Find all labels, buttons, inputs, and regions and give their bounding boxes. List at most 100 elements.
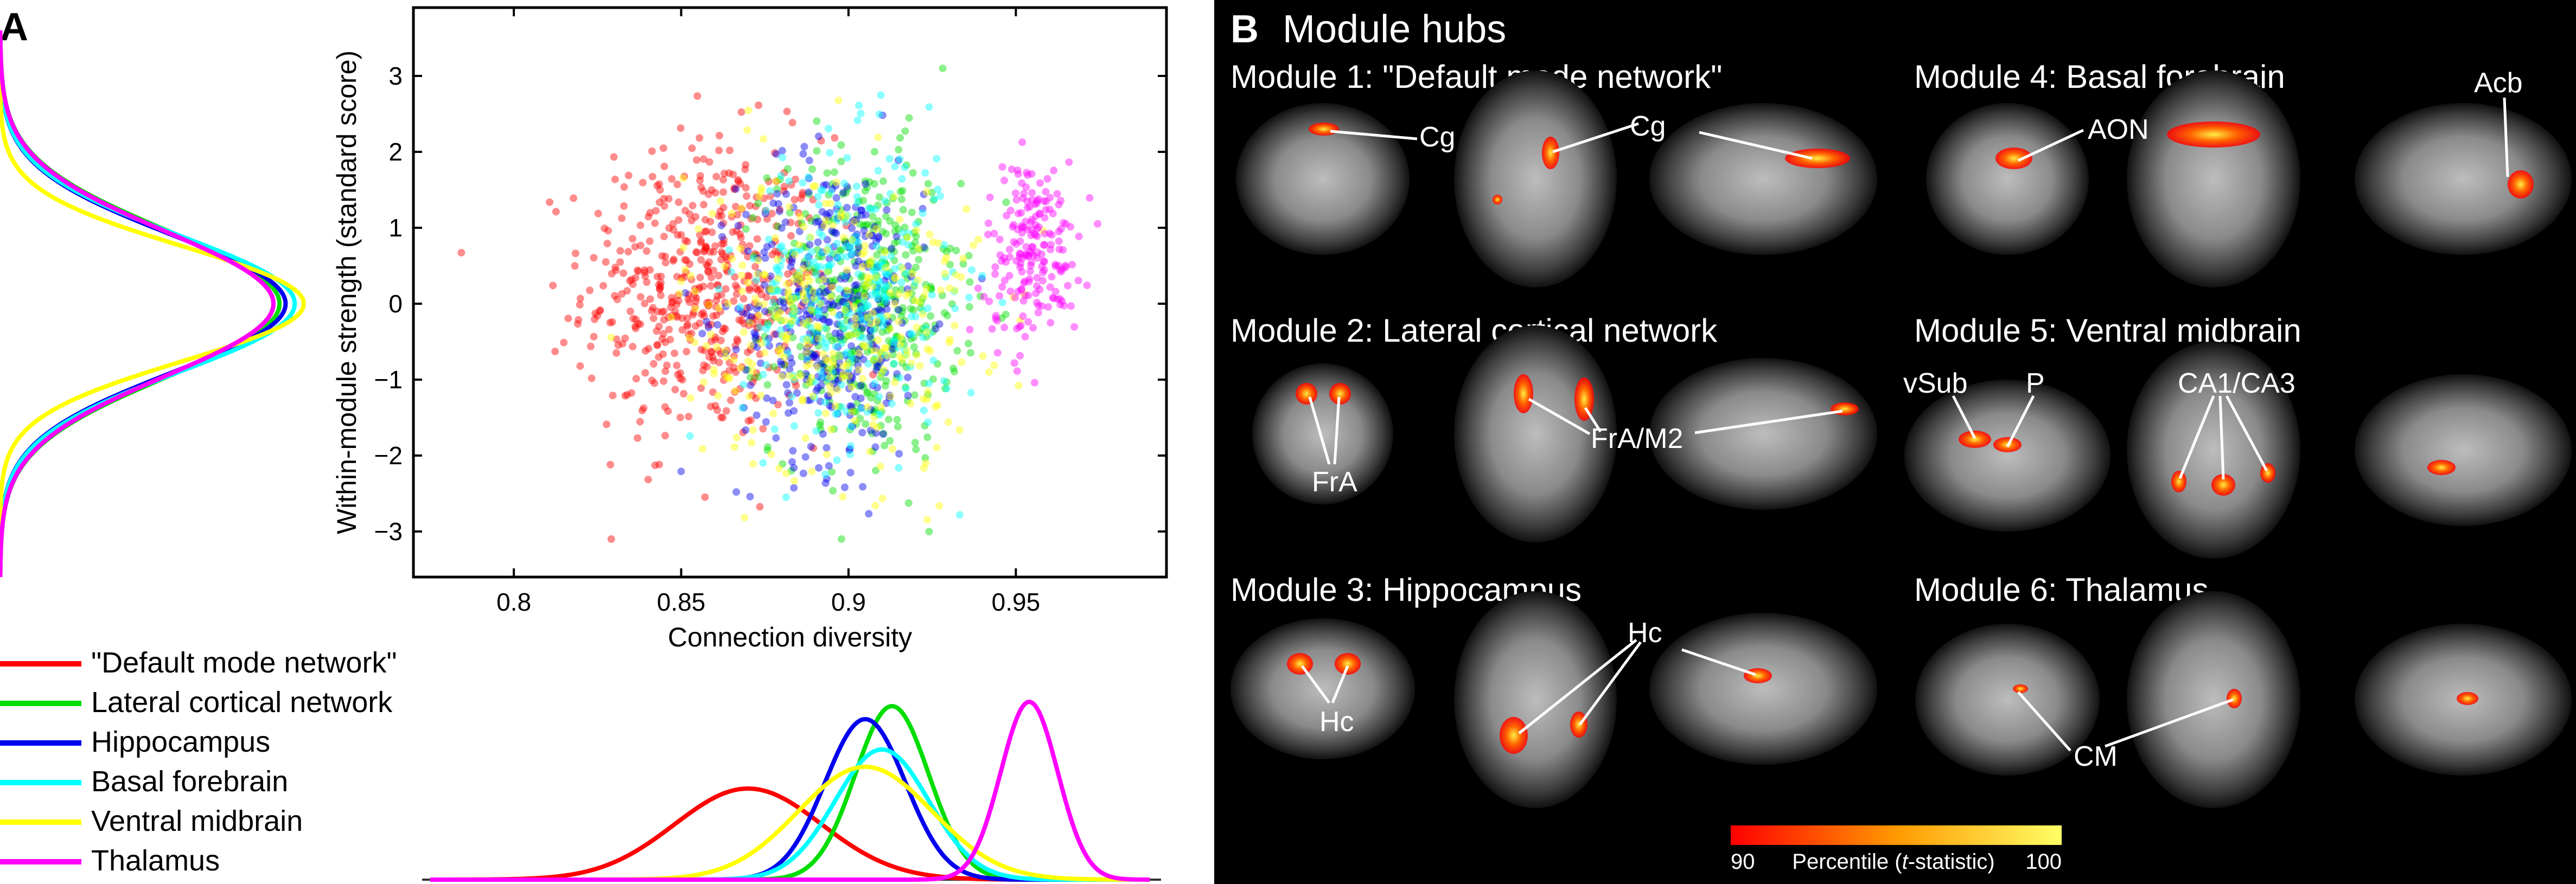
module-2-coronal-slice bbox=[1252, 363, 1393, 504]
scatter-point bbox=[715, 358, 723, 367]
scatter-point bbox=[927, 312, 935, 320]
scatter-point bbox=[679, 174, 687, 182]
scatter-point bbox=[891, 227, 899, 235]
colorbar-caption-italic: t bbox=[1902, 850, 1909, 874]
scatter-point bbox=[667, 313, 675, 321]
scatter-point bbox=[950, 287, 958, 296]
scatter-point bbox=[763, 381, 771, 389]
scatter-point bbox=[998, 283, 1006, 291]
scatter-point bbox=[859, 316, 867, 324]
scatter-point bbox=[725, 246, 733, 254]
x-tick-label: 0.9 bbox=[831, 588, 866, 616]
scatter-point bbox=[819, 350, 827, 358]
scatter-point bbox=[903, 347, 911, 355]
scatter-point bbox=[991, 263, 999, 271]
density-curve-y bbox=[0, 30, 288, 577]
scatter-point bbox=[896, 155, 904, 163]
scatter-point bbox=[1036, 179, 1044, 187]
scatter-point bbox=[925, 379, 933, 387]
scatter-point bbox=[738, 261, 747, 270]
scatter-point bbox=[1033, 298, 1041, 306]
scatter-point bbox=[866, 204, 875, 212]
scatter-point bbox=[770, 298, 779, 306]
scatter-point bbox=[817, 360, 825, 368]
scatter-point bbox=[833, 409, 841, 417]
scatter-point bbox=[804, 353, 812, 361]
scatter-point bbox=[848, 407, 856, 415]
scatter-point bbox=[732, 488, 741, 496]
scatter-point bbox=[916, 304, 924, 312]
scatter-point bbox=[873, 272, 881, 280]
scatter-point bbox=[722, 372, 730, 380]
scatter-point bbox=[1017, 286, 1025, 294]
scatter-point bbox=[872, 288, 880, 296]
scatter-point bbox=[731, 281, 739, 290]
scatter-point bbox=[869, 282, 877, 290]
scatter-point bbox=[829, 380, 837, 388]
scatter-point bbox=[763, 394, 771, 402]
scatter-point bbox=[881, 292, 889, 300]
scatter-point bbox=[874, 282, 882, 290]
scatter-point bbox=[919, 294, 927, 302]
scatter-point bbox=[833, 364, 841, 372]
scatter-point bbox=[857, 382, 865, 389]
scatter-point bbox=[1025, 278, 1033, 286]
scatter-point bbox=[853, 312, 860, 321]
scatter-point bbox=[846, 451, 854, 458]
scatter-point bbox=[850, 258, 858, 266]
scatter-point bbox=[840, 289, 849, 297]
scatter-point bbox=[848, 224, 856, 232]
scatter-point bbox=[807, 323, 815, 331]
scatter-point bbox=[854, 238, 862, 246]
scatter-point bbox=[719, 219, 728, 227]
scatter-point bbox=[805, 253, 813, 261]
scatter-point bbox=[903, 233, 911, 241]
legend-label: "Default mode network" bbox=[91, 646, 397, 679]
scatter-point bbox=[900, 340, 908, 348]
scatter-point bbox=[881, 277, 889, 285]
scatter-point bbox=[776, 350, 785, 358]
leader-hc-1a bbox=[1300, 665, 1331, 704]
scatter-point bbox=[815, 311, 823, 319]
legend-label: Thalamus bbox=[91, 844, 220, 877]
module-1-slices bbox=[1236, 71, 1877, 287]
scatter-point bbox=[726, 146, 734, 155]
scatter-point bbox=[1042, 197, 1050, 206]
scatter-points bbox=[457, 65, 1101, 543]
scatter-point bbox=[920, 464, 928, 472]
scatter-point bbox=[808, 350, 816, 358]
scatter-point bbox=[803, 321, 811, 329]
scatter-point bbox=[841, 237, 849, 245]
scatter-point bbox=[700, 201, 707, 209]
scatter-point bbox=[922, 459, 930, 467]
scatter-point bbox=[826, 373, 833, 381]
scatter-point bbox=[891, 286, 900, 294]
scatter-point bbox=[747, 215, 755, 223]
scatter-point bbox=[788, 359, 796, 367]
module-5-coronal-slice bbox=[1904, 380, 2110, 531]
scatter-point bbox=[772, 278, 780, 286]
scatter-point bbox=[807, 315, 815, 323]
scatter-point bbox=[750, 341, 758, 349]
scatter-point bbox=[1028, 258, 1035, 266]
scatter-point bbox=[815, 306, 824, 314]
scatter-point bbox=[846, 310, 854, 317]
scatter-point bbox=[671, 349, 679, 357]
scatter-point bbox=[745, 317, 753, 325]
scatter-point bbox=[867, 291, 875, 299]
scatter-point bbox=[687, 216, 696, 225]
scatter-point bbox=[885, 155, 894, 163]
scatter-point bbox=[775, 342, 783, 350]
scatter-point bbox=[858, 428, 866, 437]
scatter-point bbox=[668, 175, 676, 183]
scatter-point bbox=[1035, 223, 1043, 231]
scatter-point bbox=[803, 349, 811, 357]
scatter-point bbox=[628, 276, 636, 284]
leader-hc-2a bbox=[1518, 639, 1637, 734]
scatter-point bbox=[781, 317, 789, 324]
scatter-point bbox=[878, 228, 887, 236]
scatter-point bbox=[903, 233, 911, 241]
scatter-point bbox=[803, 357, 811, 365]
scatter-point bbox=[665, 325, 673, 334]
scatter-point bbox=[859, 196, 868, 204]
